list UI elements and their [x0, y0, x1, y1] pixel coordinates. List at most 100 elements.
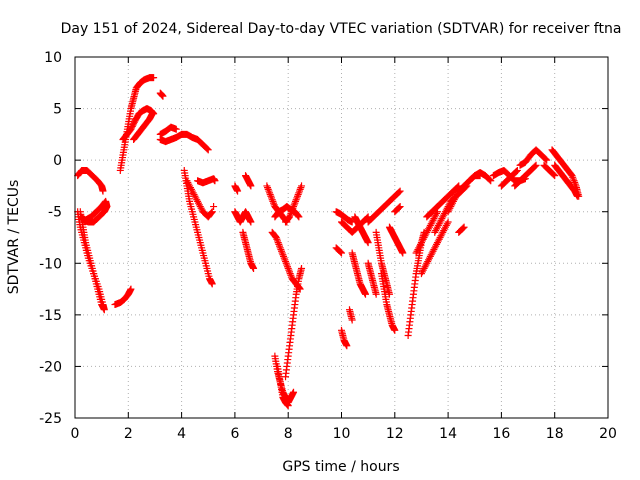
data-point — [172, 125, 180, 133]
data-point — [287, 271, 295, 279]
data-point — [571, 178, 579, 186]
data-point — [396, 203, 404, 211]
data-point — [460, 223, 468, 231]
data-point — [148, 110, 156, 118]
y-tick-label: 5 — [53, 102, 62, 118]
data-point — [280, 252, 288, 260]
data-point — [395, 188, 403, 196]
x-axis-label: GPS time / hours — [282, 459, 399, 475]
data-point — [208, 208, 216, 216]
data-point — [284, 263, 292, 271]
data-point — [280, 254, 288, 262]
data-point — [287, 209, 295, 217]
y-axis-label: SDTVAR / TECUs — [6, 180, 22, 295]
data-point — [289, 204, 297, 212]
data-point — [361, 290, 369, 298]
x-tick-label: 14 — [439, 426, 457, 442]
data-point — [278, 249, 286, 257]
data-point — [282, 258, 290, 266]
plot-border — [74, 56, 609, 419]
data-point — [532, 161, 540, 169]
x-tick-label: 10 — [333, 426, 351, 442]
data-point — [338, 249, 345, 257]
data-point — [296, 185, 304, 193]
data-point — [286, 213, 294, 221]
data-point — [159, 92, 167, 100]
data-point — [364, 239, 372, 247]
y-tick-label: -15 — [39, 308, 62, 324]
data-point — [337, 248, 345, 256]
data-point — [569, 175, 577, 183]
x-tick-label: 4 — [177, 426, 186, 442]
data-point — [459, 224, 467, 232]
data-point — [391, 326, 399, 334]
y-tick-label: -10 — [39, 256, 62, 272]
data-point — [266, 189, 274, 197]
y-tick-label: -20 — [39, 359, 62, 375]
data-point — [247, 218, 255, 226]
data-point — [272, 234, 280, 241]
data-point — [444, 218, 452, 226]
data-point — [348, 316, 356, 324]
data-point — [276, 244, 284, 252]
data-point — [290, 203, 298, 211]
data-point — [203, 145, 211, 153]
y-tick-label: -25 — [39, 411, 62, 427]
x-tick-label: 0 — [71, 426, 80, 442]
data-point — [443, 220, 451, 228]
data-point — [372, 290, 380, 298]
axis-ticks: 0 2 4 6 8 10 12 14 16 18 20 -25 -20 -15 -10 -5 0 5 10 — [39, 50, 617, 442]
data-point — [264, 185, 272, 193]
data-point — [284, 402, 292, 410]
data-point — [250, 264, 258, 272]
data-point — [283, 261, 291, 269]
data-point — [292, 196, 300, 204]
data-point — [265, 187, 273, 195]
data-point — [513, 167, 521, 175]
data-point — [297, 184, 305, 192]
data-point — [296, 187, 304, 195]
chart-title: Day 151 of 2024, Sidereal Day-to-day VTE… — [61, 21, 622, 37]
data-point — [277, 246, 285, 254]
data-point — [551, 172, 559, 180]
data-point — [298, 182, 306, 190]
data-point — [290, 201, 298, 209]
data-point — [263, 182, 271, 190]
data-point — [298, 264, 306, 272]
data-point — [264, 184, 272, 192]
data-point — [292, 197, 300, 205]
data-point — [127, 285, 135, 293]
data-point — [79, 216, 87, 224]
data-points — [74, 74, 583, 410]
data-point — [295, 213, 303, 221]
data-point — [399, 249, 407, 257]
data-point — [568, 172, 576, 180]
data-point — [455, 182, 463, 190]
x-tick-label: 8 — [284, 426, 293, 442]
data-point — [270, 199, 278, 207]
data-point — [571, 180, 579, 188]
data-point — [288, 206, 296, 214]
data-point — [487, 177, 495, 185]
data-point — [396, 187, 404, 195]
data-point — [486, 176, 494, 184]
x-tick-label: 6 — [230, 426, 239, 442]
data-point — [513, 166, 521, 174]
data-point — [454, 183, 462, 191]
data-point — [286, 268, 294, 276]
data-point — [531, 162, 539, 170]
data-point — [208, 280, 216, 288]
data-point — [275, 240, 283, 248]
data-point — [268, 194, 276, 202]
data-point — [99, 187, 107, 195]
data-point — [276, 242, 284, 250]
data-point — [211, 177, 219, 185]
data-point — [294, 212, 302, 220]
data-point — [234, 187, 242, 195]
data-point — [150, 74, 158, 82]
data-point — [294, 192, 302, 200]
data-point — [247, 182, 255, 190]
y-tick-label: 10 — [44, 50, 62, 66]
data-point — [294, 211, 302, 219]
data-point — [281, 256, 289, 264]
